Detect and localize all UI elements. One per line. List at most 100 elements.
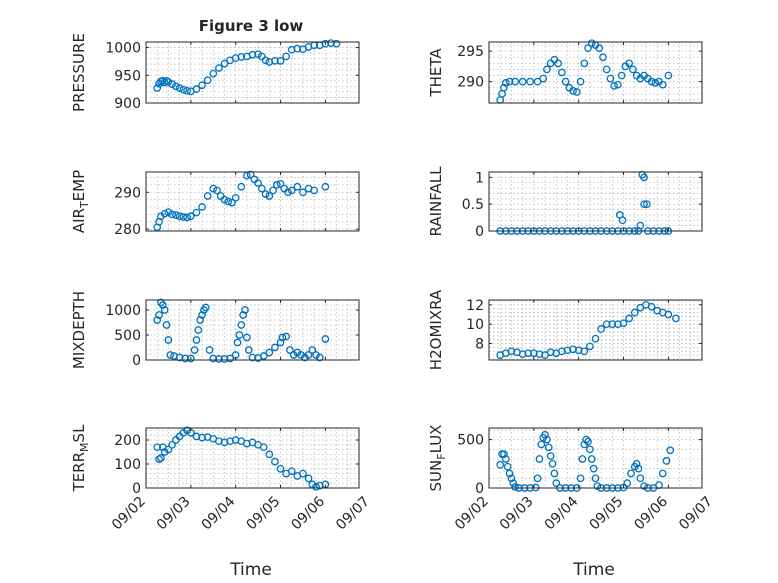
data-point <box>619 319 628 328</box>
data-point <box>192 85 201 93</box>
data-point <box>276 57 285 65</box>
data-point <box>625 59 633 68</box>
data-point <box>627 469 635 478</box>
data-point <box>561 77 570 86</box>
data-point <box>651 79 660 87</box>
data-point <box>192 336 201 344</box>
data-point <box>543 65 551 74</box>
data-point <box>586 445 594 454</box>
subplot-h2omixra: 8 10 12 H2OMIXRA <box>427 289 703 370</box>
x-tick-label: 09/05 <box>244 494 284 534</box>
data-point <box>286 346 294 354</box>
data-point <box>647 77 656 86</box>
data-point <box>186 212 195 221</box>
y-axis-label: PRESSURE <box>70 33 88 112</box>
figure-title: Figure 3 low <box>199 17 304 35</box>
data-point <box>569 345 577 354</box>
x-tick-label: 09/06 <box>631 493 671 533</box>
y-tick-label: 950 <box>114 68 141 84</box>
data-point <box>160 306 169 314</box>
data-point <box>183 86 191 95</box>
data-point <box>237 182 246 191</box>
data-point <box>254 50 262 59</box>
data-point <box>496 460 505 469</box>
data-point <box>589 464 598 473</box>
data-point <box>265 192 274 200</box>
data-point <box>157 454 165 462</box>
data-point <box>239 311 248 319</box>
data-point <box>164 445 173 454</box>
data-point <box>587 39 596 48</box>
data-point <box>664 310 673 319</box>
data-point <box>505 77 514 86</box>
data-point <box>308 346 317 354</box>
data-point <box>162 321 171 329</box>
data-point <box>304 474 313 483</box>
data-point <box>168 440 177 449</box>
data-point <box>321 335 330 343</box>
data-point <box>614 80 622 89</box>
data-point <box>160 209 169 218</box>
data-point <box>658 80 667 89</box>
y-axis-label-subscript: T <box>78 201 91 209</box>
data-point <box>310 186 319 195</box>
x-tick-label: 09/02 <box>452 494 492 534</box>
data-point <box>552 479 561 488</box>
data-point <box>629 65 637 74</box>
data-point <box>158 301 167 309</box>
data-point <box>332 39 341 48</box>
data-point <box>278 333 287 342</box>
data-point <box>155 311 163 319</box>
data-point <box>500 450 508 458</box>
data-point <box>647 302 656 311</box>
data-point <box>569 86 577 95</box>
data-point <box>224 197 233 206</box>
data-point <box>511 483 520 491</box>
data-point <box>241 306 249 314</box>
data-point <box>558 347 566 356</box>
data-point <box>282 52 290 61</box>
data-point <box>284 188 292 197</box>
y-axis-label: H2OMIXRA <box>427 289 445 370</box>
data-point <box>276 179 285 188</box>
subplot-theta: 290 295 THETA <box>427 39 703 104</box>
data-point <box>293 182 302 191</box>
data-point <box>183 213 191 222</box>
data-point <box>632 459 641 468</box>
y-axis-label: TERRMSL <box>70 424 91 493</box>
data-point <box>599 53 607 62</box>
data-point <box>640 200 648 209</box>
data-point <box>327 39 335 47</box>
data-point <box>246 170 255 179</box>
data-point <box>287 186 296 195</box>
data-point <box>257 184 266 193</box>
data-point <box>172 211 180 219</box>
y-tick-label: 1000 <box>105 303 141 319</box>
y-tick-label: 0.5 <box>462 197 484 213</box>
axes-frame <box>488 299 703 361</box>
data-point <box>276 338 285 347</box>
data-point <box>228 198 236 207</box>
axes-frame <box>145 427 360 489</box>
data-point <box>226 354 234 363</box>
data-point <box>503 462 512 471</box>
data-point <box>630 308 639 317</box>
y-tick-label: 200 <box>114 433 141 449</box>
subplot-mixdepth: 0 500 1000 MIXDEPTH <box>70 291 360 369</box>
data-point <box>215 64 223 72</box>
data-point <box>233 338 242 347</box>
data-point <box>215 355 223 363</box>
data-point <box>554 59 562 68</box>
axes-frame <box>488 171 703 232</box>
data-point <box>563 346 572 355</box>
data-point <box>196 316 205 324</box>
data-point <box>172 82 180 91</box>
y-axis-label: THETA <box>427 48 445 98</box>
data-point <box>272 181 281 189</box>
y-axis-label: RAINFALL <box>427 166 445 237</box>
data-point <box>546 59 555 68</box>
data-point <box>192 208 201 217</box>
x-tick-label: 09/02 <box>109 494 149 534</box>
data-point <box>618 216 627 225</box>
